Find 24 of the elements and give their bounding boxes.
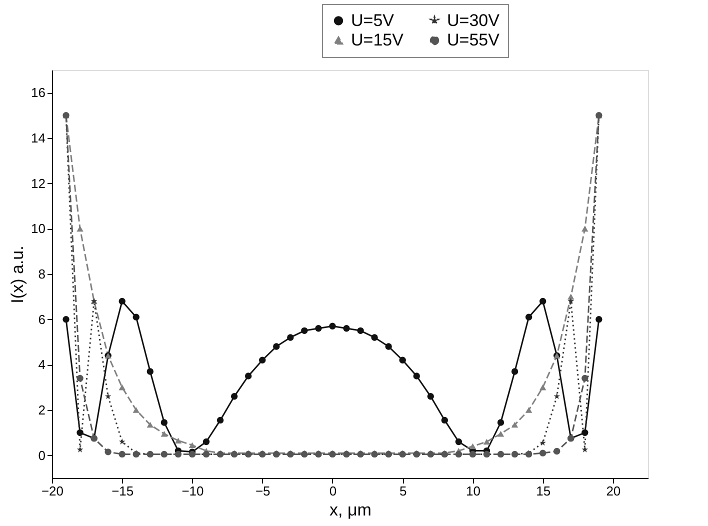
x-tick-label: 15 xyxy=(536,484,551,498)
legend-label: U=55V xyxy=(447,30,500,50)
y-tick-label: 16 xyxy=(31,85,46,100)
legend-label: U=5V xyxy=(351,10,395,30)
y-tick-label: 14 xyxy=(31,130,46,146)
y-tick-label: 4 xyxy=(38,357,46,372)
y-tick-label: 0 xyxy=(38,448,46,463)
legend-label: U=15V xyxy=(351,30,404,50)
x-tick-label: 5 xyxy=(399,484,407,498)
y-tick-label: 2 xyxy=(38,402,46,418)
y-tick-label: 6 xyxy=(38,312,46,327)
y-axis-title: I(x) a.u. xyxy=(8,246,28,304)
x-tick-label: 0 xyxy=(329,484,337,498)
y-tick-label: 12 xyxy=(31,176,46,191)
y-tick-label: 10 xyxy=(31,221,46,236)
x-tick-label: −5 xyxy=(255,484,270,498)
x-tick-label: 10 xyxy=(466,484,480,498)
x-axis-title: x, μm xyxy=(330,500,372,520)
x-tick-label: −20 xyxy=(41,484,64,498)
legend-label: U=30V xyxy=(447,10,500,30)
x-tick-label: −15 xyxy=(112,484,134,498)
x-tick-label: 20 xyxy=(606,484,621,498)
x-tick-label: −10 xyxy=(182,484,204,498)
y-tick-label: 8 xyxy=(38,266,46,282)
